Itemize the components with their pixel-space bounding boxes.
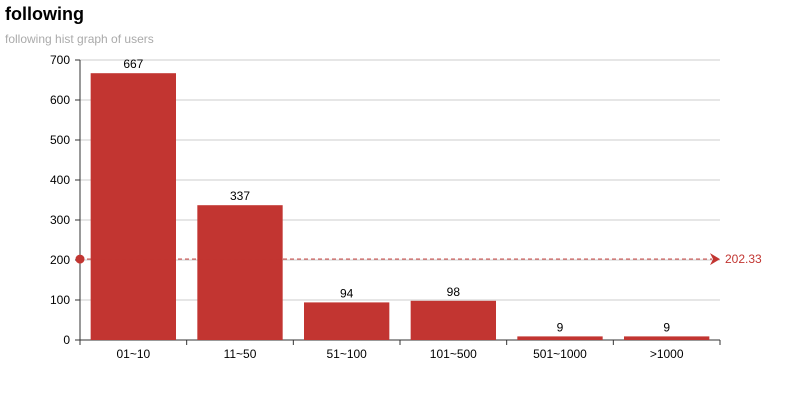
data-label-3: 98 [447,285,461,299]
y-tick-label: 700 [50,53,70,67]
bar-1 [197,205,283,340]
y-tick-label: 100 [50,293,70,307]
y-tick-label: 300 [50,213,70,227]
x-tick-label-2: 51~100 [326,347,367,361]
x-tick-label-3: 101~500 [430,347,477,361]
chart-title: following [5,4,84,24]
data-label-4: 9 [557,320,564,334]
y-tick-label: 400 [50,173,70,187]
y-tick-label: 200 [50,253,70,267]
x-tick-label-5: >1000 [650,347,684,361]
bar-3 [410,300,496,340]
y-tick-label: 600 [50,93,70,107]
y-tick-label: 0 [63,333,70,347]
bar-2 [304,302,390,340]
x-tick-label-4: 501~1000 [533,347,587,361]
data-label-2: 94 [340,286,354,300]
data-label-5: 9 [663,320,670,334]
mark-line-label: 202.33 [725,252,762,266]
bar-0 [90,73,176,340]
data-label-0: 667 [123,57,143,71]
y-tick-label: 500 [50,133,70,147]
bar-4 [517,336,603,340]
data-label-1: 337 [230,189,250,203]
mark-line-arrow [710,253,720,266]
chart-subtitle: following hist graph of users [5,32,154,46]
x-tick-label-1: 11~50 [224,347,257,361]
x-tick-label-0: 01~10 [116,347,150,361]
bar-5 [624,336,710,340]
